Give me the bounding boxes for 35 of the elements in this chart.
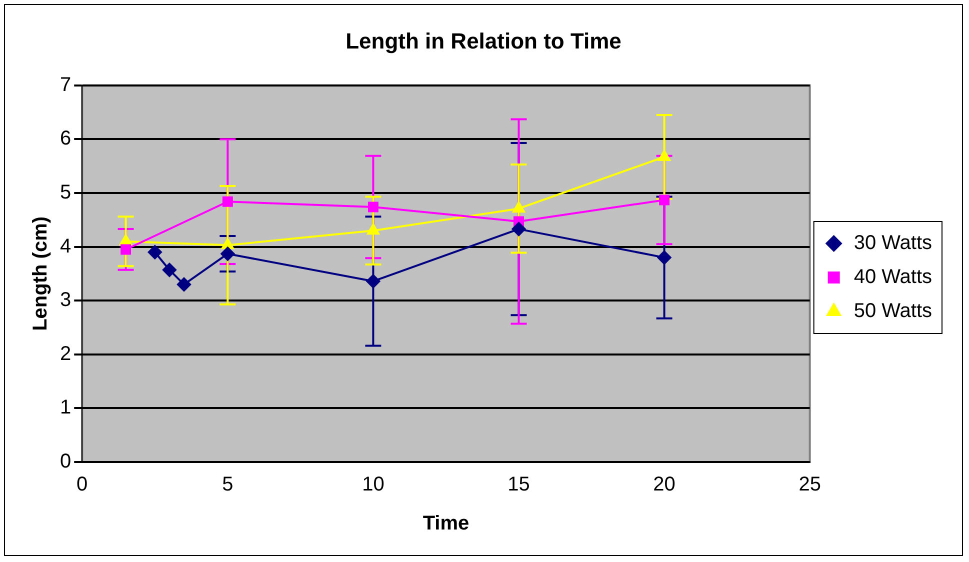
x-tick-label: 25 <box>798 474 821 496</box>
chart-title: Length in Relation to Time <box>346 28 622 54</box>
y-axis-title: Length (cm) <box>30 216 52 331</box>
y-tick-label: 1 <box>60 396 72 419</box>
y-tick-label: 0 <box>60 450 72 473</box>
x-tick-label: 20 <box>653 474 676 496</box>
point <box>222 196 233 207</box>
y-tick-label: 3 <box>60 289 72 312</box>
point <box>512 202 525 213</box>
point <box>366 274 380 288</box>
x-tick-label: 15 <box>508 474 530 496</box>
point <box>657 250 672 265</box>
point <box>148 245 162 260</box>
x-axis-title: Time <box>422 512 470 535</box>
point <box>512 222 526 236</box>
legend-label: 50 Watts <box>854 300 932 322</box>
point <box>659 194 670 206</box>
y-tick-label: 6 <box>60 128 72 150</box>
point <box>220 246 235 261</box>
x-tick-label: 5 <box>222 474 234 496</box>
point <box>367 224 380 235</box>
legend-label: 30 Watts <box>854 232 932 254</box>
point <box>368 202 378 212</box>
point <box>177 277 191 292</box>
y-tick-label: 7 <box>60 74 72 96</box>
y-tick-label: 2 <box>60 342 72 365</box>
point <box>120 244 132 255</box>
point <box>162 262 176 277</box>
y-tick-label: 4 <box>60 235 72 258</box>
point <box>658 150 670 161</box>
point <box>221 238 234 250</box>
x-tick-label: 0 <box>76 474 88 496</box>
y-tick-label: 5 <box>60 182 72 204</box>
x-tick-label: 10 <box>362 474 384 496</box>
legend-label: 40 Watts <box>854 266 932 288</box>
